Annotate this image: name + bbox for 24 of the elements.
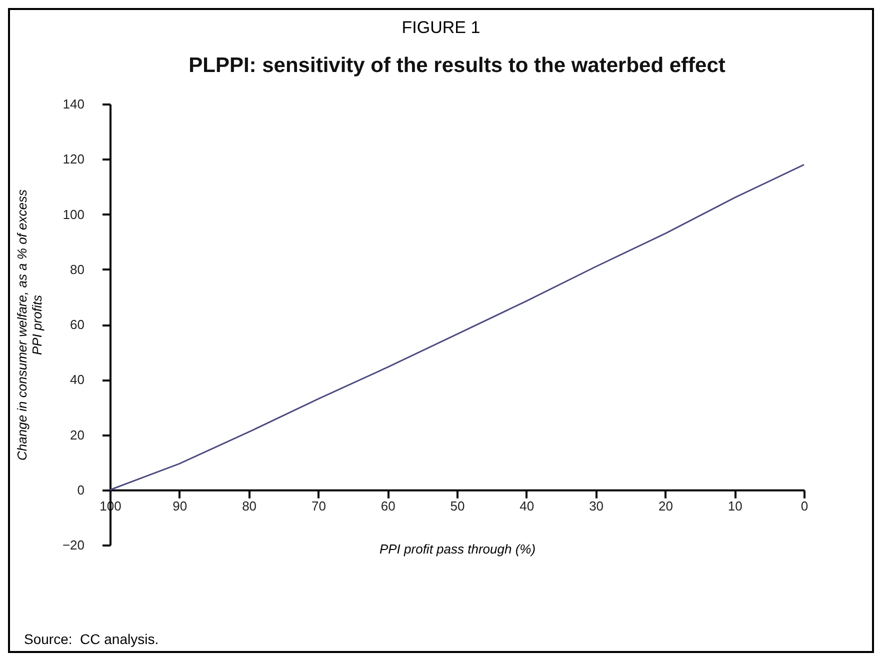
y-tick-label: 20 xyxy=(70,427,84,442)
x-tick-label: 70 xyxy=(311,498,326,514)
x-tick-label: 20 xyxy=(658,498,673,514)
x-tick-label: 80 xyxy=(242,498,257,514)
y-tick-label: 40 xyxy=(70,372,84,388)
x-axis-title: PPI profit pass through (%) xyxy=(379,541,536,556)
y-tick-label: 120 xyxy=(62,152,84,167)
x-tick-label: 60 xyxy=(380,498,396,514)
y-tick-label: 100 xyxy=(62,206,84,222)
x-tick-label: 30 xyxy=(589,498,604,514)
y-axis-title: Change in consumer welfare, as a % of excess PPI profits xyxy=(14,189,44,460)
chart-title: PLPPI: sensitivity of the results to the waterbed effect xyxy=(188,54,726,77)
x-tick-label: 40 xyxy=(520,498,534,514)
x-tick-label: 50 xyxy=(450,498,465,514)
y-tick-label: 0 xyxy=(77,482,84,498)
x-tick-label: 90 xyxy=(172,498,188,514)
x-tick-label: 0 xyxy=(800,498,808,514)
x-tick-label: 10 xyxy=(728,498,742,514)
caption: FIGURE 1 xyxy=(400,18,482,38)
y-tick-label: 80 xyxy=(70,262,84,277)
source-note: Source: CC analysis. xyxy=(24,631,159,647)
y-tick-label: −20 xyxy=(62,538,84,552)
y-tick-label: 60 xyxy=(70,317,84,332)
y-tick-label: 140 xyxy=(62,96,84,112)
